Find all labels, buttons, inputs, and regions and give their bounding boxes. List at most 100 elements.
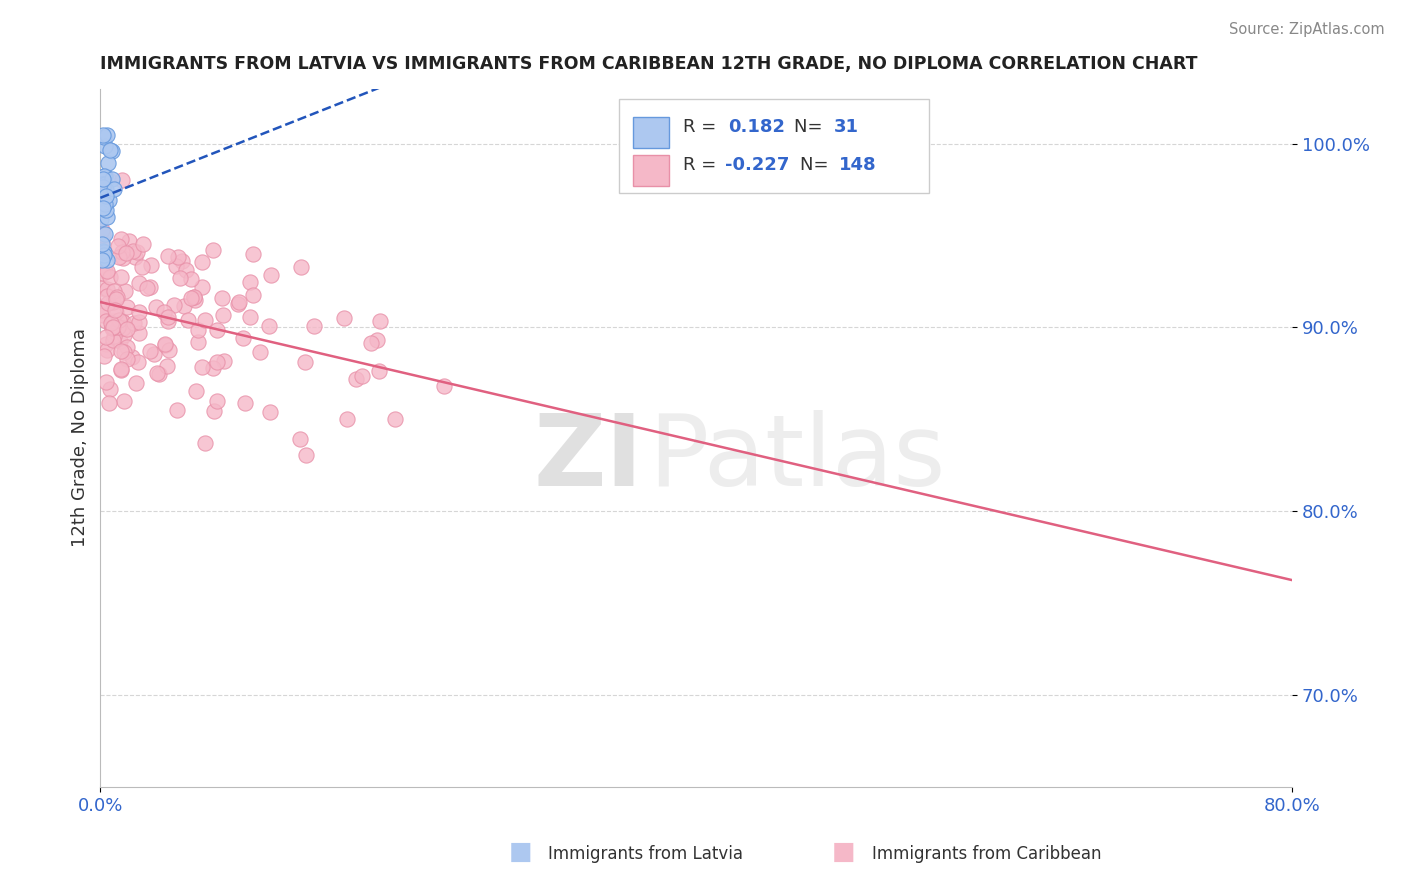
Point (115, 352, 138, 367)
Point (125, 245, 148, 260)
Point (110, 270, 132, 285)
Point (110, 361, 132, 376)
Point (112, 320, 135, 334)
Point (290, 260, 312, 275)
Point (128, 277, 150, 291)
Point (94, 227, 117, 241)
Point (156, 359, 179, 373)
Point (202, 243, 225, 257)
Point (93, 169, 115, 183)
Point (90, 303, 112, 318)
Point (191, 279, 214, 293)
Point (90, 253, 112, 268)
Point (157, 343, 180, 357)
Point (226, 296, 249, 310)
Point (103, 284, 125, 298)
Text: R =: R = (683, 118, 723, 136)
Point (165, 259, 187, 273)
Point (94, 375, 117, 389)
Point (104, 303, 127, 318)
Point (107, 250, 129, 264)
Point (115, 300, 138, 314)
Point (191, 254, 214, 268)
Point (211, 291, 233, 305)
Point (112, 345, 135, 359)
Point (100, 321, 122, 335)
Point (169, 271, 191, 285)
Point (294, 355, 316, 369)
Point (112, 328, 135, 343)
Point (111, 315, 134, 329)
Point (336, 412, 359, 426)
Point (94, 183, 117, 197)
Point (183, 290, 205, 304)
Point (91, 195, 114, 210)
Point (90, 223, 112, 237)
Point (155, 337, 177, 351)
Point (104, 292, 127, 306)
Text: 148: 148 (839, 156, 877, 175)
Point (94, 202, 117, 217)
Point (333, 311, 356, 326)
Point (93, 129, 115, 144)
Point (98, 269, 121, 284)
Point (207, 323, 229, 337)
Point (259, 404, 281, 418)
Text: -0.227: -0.227 (725, 156, 789, 175)
Point (96, 253, 118, 268)
Point (100, 316, 122, 330)
Point (94, 188, 117, 202)
Point (121, 351, 143, 365)
Point (98, 382, 121, 396)
Point (98, 194, 121, 208)
Point (101, 294, 124, 309)
Point (101, 320, 124, 334)
Point (90, 212, 112, 227)
Point (101, 171, 124, 186)
Point (139, 280, 162, 294)
Point (128, 326, 150, 340)
Point (91, 180, 114, 194)
Point (91, 266, 114, 280)
Point (110, 362, 132, 376)
Point (156, 249, 179, 263)
Point (139, 258, 162, 272)
Point (96, 156, 118, 170)
Point (93, 244, 115, 259)
Text: Source: ZipAtlas.com: Source: ZipAtlas.com (1229, 22, 1385, 37)
Point (295, 448, 318, 462)
Point (96, 263, 118, 277)
Point (136, 281, 159, 295)
Point (360, 336, 382, 351)
Point (94, 169, 117, 183)
Point (184, 293, 207, 308)
Point (148, 368, 170, 382)
Point (128, 305, 150, 319)
Point (433, 379, 456, 393)
Point (242, 287, 264, 301)
Point (233, 396, 256, 410)
Point (153, 305, 176, 319)
Point (166, 402, 188, 417)
Point (111, 173, 134, 187)
Bar (619, 99, 929, 194)
Point (112, 315, 135, 329)
Point (94, 313, 117, 327)
Text: N=: N= (794, 118, 828, 136)
Text: ■: ■ (509, 839, 531, 863)
Point (366, 333, 388, 347)
Point (91, 244, 114, 258)
Point (111, 251, 134, 265)
Point (101, 144, 124, 158)
Point (124, 376, 146, 390)
Point (124, 250, 146, 264)
Point (105, 305, 128, 319)
Point (176, 263, 198, 277)
Text: Immigrants from Latvia: Immigrants from Latvia (548, 846, 744, 863)
Point (94, 337, 117, 351)
Point (259, 268, 281, 282)
Point (127, 354, 149, 368)
Point (202, 404, 225, 418)
Point (121, 244, 143, 258)
Point (207, 355, 229, 369)
